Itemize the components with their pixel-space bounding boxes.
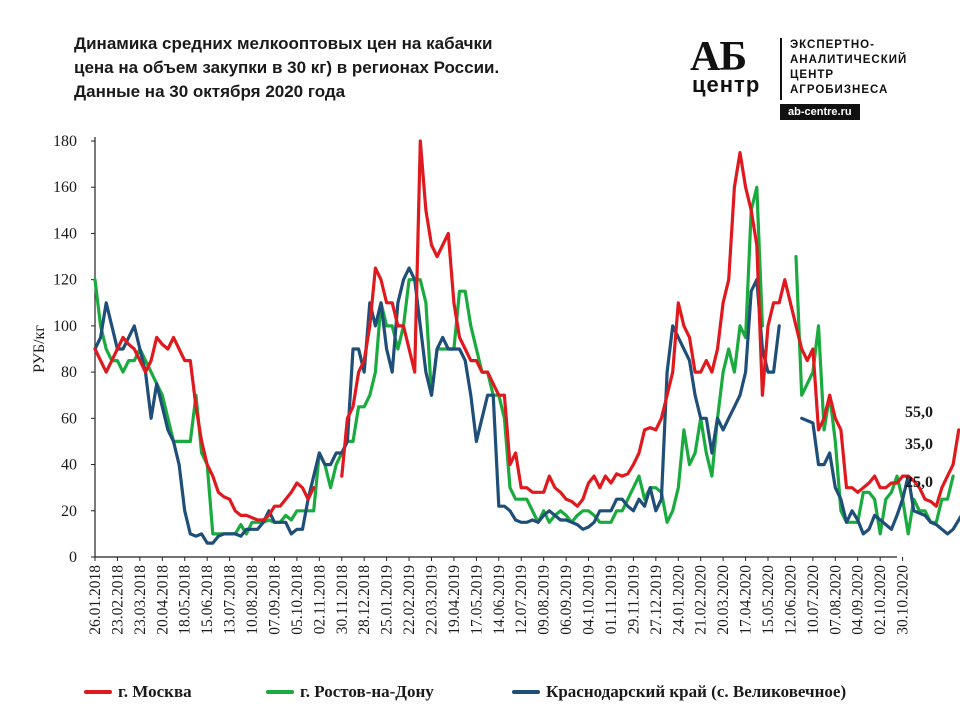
logo-caption-line-2: АНАЛИТИЧЕСКИЙ bbox=[790, 54, 908, 66]
ab-centre-logo: АБ центр ЭКСПЕРТНО- АНАЛИТИЧЕСКИЙ ЦЕНТР … bbox=[690, 36, 940, 120]
y-tick-label: 140 bbox=[53, 225, 77, 242]
x-tick-label: 13.07.2018 bbox=[222, 565, 239, 635]
series-line-krasnodar bbox=[93, 266, 960, 545]
logo-url: ab-centre.ru bbox=[780, 104, 860, 120]
logo-divider bbox=[780, 38, 782, 100]
y-tick-label: 180 bbox=[53, 133, 77, 150]
legend-label-rostov: г. Ростов-на-Дону bbox=[300, 682, 434, 701]
x-tick-label: 14.06.2019 bbox=[491, 565, 508, 635]
x-tick-label: 02.11.2018 bbox=[311, 565, 328, 634]
x-tick-label: 12.06.2020 bbox=[782, 565, 799, 635]
title-line-3: Данные на 30 октября 2020 года bbox=[74, 82, 346, 101]
x-tick-label: 28.12.2018 bbox=[356, 565, 373, 635]
y-tick-label: 100 bbox=[53, 318, 77, 335]
x-tick-label: 18.05.2018 bbox=[177, 565, 194, 635]
y-tick-label: 0 bbox=[69, 549, 77, 566]
x-tick-label: 10.07.2020 bbox=[805, 565, 822, 635]
end-value-label: 55,0 bbox=[905, 404, 933, 421]
x-tick-label: 07.08.2020 bbox=[827, 565, 844, 635]
logo-caption: ЭКСПЕРТНО- АНАЛИТИЧЕСКИЙ ЦЕНТР АГРОБИЗНЕ… bbox=[790, 38, 907, 98]
y-tick-label: 60 bbox=[61, 410, 77, 427]
legend: г. Москва г. Ростов-на-Дону Краснодарски… bbox=[0, 682, 960, 706]
legend-item-moscow: г. Москва bbox=[84, 682, 192, 702]
x-tick-label: 20.04.2018 bbox=[154, 565, 171, 635]
legend-swatch-krasnodar bbox=[512, 690, 540, 694]
end-value-label: 35,0 bbox=[905, 436, 933, 453]
logo-caption-line-3: ЦЕНТР bbox=[790, 69, 835, 81]
x-tick-label: 20.03.2020 bbox=[715, 565, 732, 635]
x-tick-label: 26.01.2018 bbox=[87, 565, 104, 635]
x-tick-label: 04.10.2019 bbox=[581, 565, 598, 635]
series-line-moscow bbox=[93, 139, 960, 522]
x-tick-label: 21.02.2020 bbox=[693, 565, 710, 635]
title-line-1: Динамика средних мелкооптовых цен на каб… bbox=[74, 34, 493, 53]
y-tick-label: 160 bbox=[53, 179, 77, 196]
x-tick-label: 04.09.2020 bbox=[850, 565, 867, 635]
end-value-label: 25,0 bbox=[905, 474, 933, 491]
x-tick-label: 09.08.2019 bbox=[536, 565, 553, 635]
y-tick-label: 20 bbox=[61, 503, 77, 520]
x-tick-label: 19.04.2019 bbox=[446, 565, 463, 635]
x-tick-label: 10.08.2018 bbox=[244, 565, 261, 635]
x-tick-label: 29.11.2019 bbox=[625, 565, 642, 634]
x-tick-label: 07.09.2018 bbox=[266, 565, 283, 635]
logo-caption-line-4: АГРОБИЗНЕСА bbox=[790, 84, 889, 96]
x-tick-label: 17.05.2019 bbox=[468, 565, 485, 635]
x-tick-label: 22.03.2019 bbox=[424, 565, 441, 635]
series-line-rostov bbox=[93, 185, 955, 536]
x-tick-label: 06.09.2019 bbox=[558, 565, 575, 635]
x-tick-label: 30.11.2018 bbox=[334, 565, 351, 634]
legend-label-moscow: г. Москва bbox=[118, 682, 192, 701]
x-tick-label: 30.10.2020 bbox=[895, 565, 912, 635]
y-tick-label: 40 bbox=[61, 457, 77, 474]
legend-item-krasnodar: Краснодарский край (с. Великовечное) bbox=[512, 682, 846, 702]
x-tick-label: 23.03.2018 bbox=[132, 565, 149, 635]
x-tick-label: 15.06.2018 bbox=[199, 565, 216, 635]
legend-item-rostov: г. Ростов-на-Дону bbox=[266, 682, 434, 702]
legend-label-krasnodar: Краснодарский край (с. Великовечное) bbox=[546, 682, 847, 701]
y-tick-label: 80 bbox=[61, 364, 77, 381]
y-axis-label: РУБ/кг bbox=[31, 325, 48, 373]
x-tick-label: 02.10.2020 bbox=[872, 565, 889, 635]
x-tick-label: 27.12.2019 bbox=[648, 565, 665, 635]
x-tick-label: 22.02.2019 bbox=[401, 565, 418, 635]
x-tick-label: 12.07.2019 bbox=[513, 565, 530, 635]
logo-center-word: центр bbox=[692, 72, 761, 97]
legend-swatch-rostov bbox=[266, 690, 294, 694]
title-line-2: цена на объем закупки в 30 кг) в региона… bbox=[74, 58, 500, 77]
x-tick-label: 23.02.2018 bbox=[109, 565, 126, 635]
logo-caption-line-1: ЭКСПЕРТНО- bbox=[790, 39, 875, 51]
x-tick-label: 15.05.2020 bbox=[760, 565, 777, 635]
legend-swatch-moscow bbox=[84, 690, 112, 694]
x-tick-label: 01.11.2019 bbox=[603, 565, 620, 634]
x-tick-label: 24.01.2020 bbox=[670, 565, 687, 635]
logo-ab-mark: АБ bbox=[690, 34, 747, 80]
x-tick-label: 25.01.2019 bbox=[379, 565, 396, 635]
x-tick-label: 17.04.2020 bbox=[738, 565, 755, 635]
x-tick-label: 05.10.2018 bbox=[289, 565, 306, 635]
y-tick-label: 120 bbox=[53, 272, 77, 289]
chart-title: Динамика средних мелкооптовых цен на каб… bbox=[74, 32, 594, 104]
